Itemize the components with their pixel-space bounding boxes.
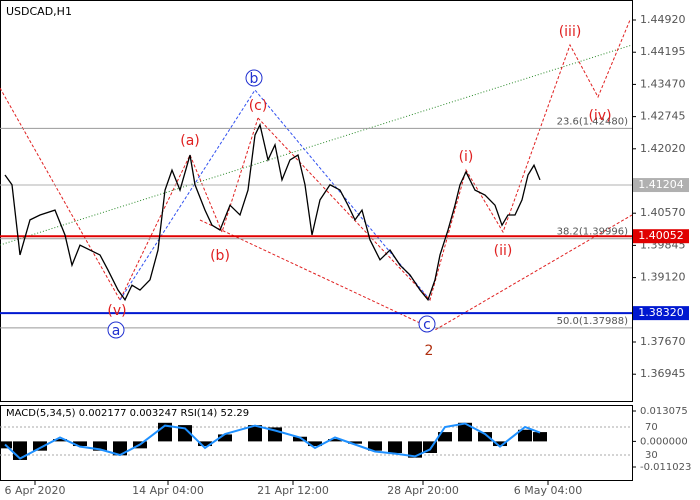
- macd-bar: [438, 432, 452, 442]
- wave-label: (c): [249, 98, 268, 114]
- macd-bar: [493, 441, 507, 447]
- y-tick-label: 1.39120: [640, 271, 686, 284]
- channel-line: [199, 214, 633, 331]
- x-tick-label: 6 Apr 2020: [4, 484, 65, 497]
- wave-line: [119, 89, 431, 301]
- y-tick-label: 0.013075: [640, 406, 688, 417]
- wave-circle: [418, 315, 436, 333]
- wave-circle: [107, 321, 125, 339]
- wave-label: c: [423, 317, 431, 333]
- trend-line: [0, 44, 633, 246]
- macd-bar: [93, 441, 107, 451]
- fibo-label: 50.0(1.37988): [557, 316, 629, 327]
- y2-tick-label: 30: [645, 450, 658, 461]
- macd-bar: [478, 432, 492, 442]
- wave-label: (a): [180, 133, 200, 149]
- macd-bar: [348, 441, 362, 444]
- level-box: [633, 306, 689, 321]
- wave-label: 2: [425, 343, 434, 359]
- x-tick-label: 6 May 04:00: [514, 484, 582, 497]
- y-tick-label: 1.44195: [640, 45, 686, 58]
- wave-label: (v): [107, 303, 126, 319]
- y-tick-label: -0.011023: [640, 462, 691, 473]
- macd-bar: [53, 439, 67, 442]
- chart-title: USDCAD,H1: [6, 5, 72, 18]
- macd-bar: [218, 434, 232, 442]
- macd-bar: [408, 441, 422, 458]
- y-tick-label: 1.36945: [640, 367, 686, 380]
- macd-bar: [518, 429, 532, 442]
- wave-label: (iv): [588, 108, 611, 124]
- y-tick-label: 1.44920: [640, 13, 686, 26]
- y2-tick-label: 70: [645, 422, 658, 433]
- wave-circle: [245, 69, 263, 87]
- wave-label: (i): [459, 149, 474, 165]
- y-tick-label: 1.42020: [640, 142, 686, 155]
- level-box: [633, 178, 689, 193]
- x-tick-label: 21 Apr 12:00: [257, 484, 329, 497]
- y-tick-label: 1.40570: [640, 206, 686, 219]
- macd-bar: [368, 441, 382, 451]
- wave-label: (ii): [494, 243, 513, 259]
- wave-line: [257, 19, 631, 301]
- macd-bar: [178, 425, 192, 442]
- x-tick-label: 14 Apr 04:00: [132, 484, 204, 497]
- wave-line: [0, 87, 259, 302]
- fibo-label: 38.2(1.39996): [557, 227, 629, 238]
- wave-label: (b): [210, 248, 230, 264]
- macd-bar: [113, 441, 127, 456]
- price-line: [4, 122, 541, 302]
- macd-bar: [248, 425, 262, 442]
- macd-bar: [533, 432, 547, 442]
- indicator-title: MACD(5,34,5) 0.002177 0.003247 RSI(14) 5…: [6, 408, 249, 419]
- fibo-label: 23.6(1.42480): [557, 116, 629, 127]
- macd-bar: [73, 441, 87, 447]
- macd-bar: [198, 441, 212, 447]
- rsi-line: [4, 422, 541, 460]
- macd-bar: [458, 422, 472, 442]
- y-tick-label: 0.000000: [640, 436, 688, 447]
- level-label: 1.38320: [638, 306, 684, 319]
- price-panel: [0, 0, 633, 402]
- annotations: [0, 19, 633, 331]
- macd-bar: [308, 441, 322, 447]
- level-box: [633, 229, 689, 244]
- macd-bar: [33, 441, 47, 451]
- wave-label: a: [112, 323, 121, 339]
- macd-bar: [328, 439, 342, 442]
- y-tick-label: 1.42745: [640, 110, 686, 123]
- y-tick-label: 1.43470: [640, 77, 686, 90]
- y-tick-label: 1.37670: [640, 335, 686, 348]
- level-label: 1.40052: [638, 229, 684, 242]
- level-label: 1.41204: [638, 178, 684, 191]
- macd-bar: [423, 441, 437, 454]
- x-tick-label: 28 Apr 20:00: [387, 484, 459, 497]
- wave-label: b: [250, 71, 259, 87]
- macd-bar: [388, 441, 402, 454]
- macd-bar: [293, 436, 307, 442]
- wave-label: (iii): [559, 24, 582, 40]
